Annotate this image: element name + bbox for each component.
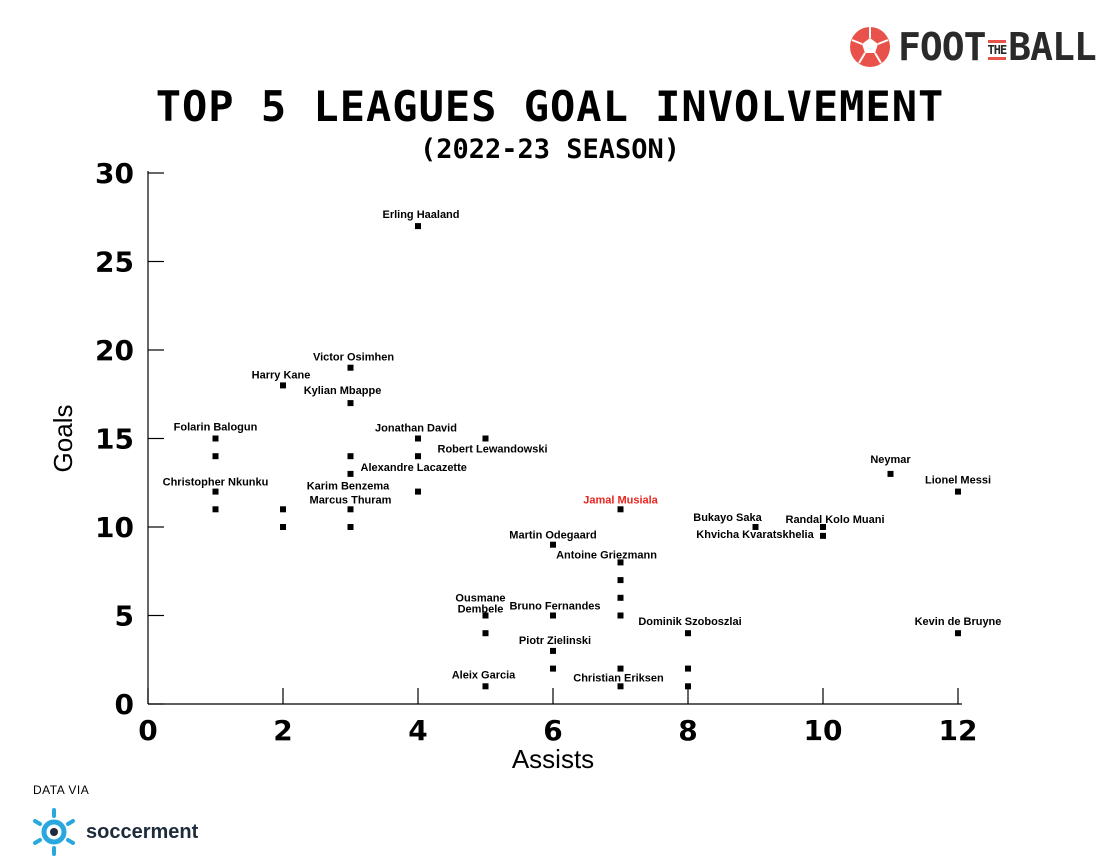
x-tick-label: 2	[273, 714, 292, 747]
brand-name-left: FOOT	[898, 25, 987, 69]
x-tick-label: 4	[408, 714, 427, 747]
point-label: Alexandre Lacazette	[361, 462, 467, 474]
point-label: Khvicha Kvaratskhelia	[696, 529, 814, 541]
point-label: Martin Odegaard	[509, 530, 596, 542]
data-point	[212, 453, 219, 460]
data-point	[887, 470, 894, 477]
data-point	[482, 683, 489, 690]
point-label: Neymar	[870, 454, 911, 466]
data-point	[752, 524, 759, 530]
data-point	[280, 382, 286, 389]
y-tick-label: 0	[115, 688, 134, 721]
data-point	[685, 665, 691, 672]
data-point	[685, 630, 691, 637]
data-point	[617, 559, 624, 566]
point-label: Bruno Fernandes	[509, 601, 600, 613]
point-label: Victor Osimhen	[313, 352, 394, 364]
source-name: soccerment	[86, 820, 199, 843]
x-tick-label: 0	[138, 714, 157, 747]
data-point	[617, 577, 624, 584]
y-tick-label: 10	[95, 511, 134, 544]
data-point	[550, 665, 556, 672]
data-point	[482, 435, 489, 442]
point-label: Marcus Thuram	[310, 494, 392, 506]
data-point	[550, 647, 556, 654]
point-label: Bukayo Saka	[693, 512, 762, 524]
data-point	[550, 541, 556, 548]
data-point	[415, 453, 421, 460]
data-point	[617, 665, 624, 672]
data-point	[617, 612, 624, 619]
point-label: Antoine Griezmann	[556, 549, 657, 561]
data-point	[280, 506, 286, 513]
source-logo: soccerment	[30, 808, 198, 856]
data-point	[280, 524, 286, 530]
data-point	[617, 683, 624, 690]
data-point	[415, 223, 421, 230]
y-axis-title: Goals	[48, 405, 78, 473]
point-label: Christopher Nkunku	[163, 477, 269, 489]
brand-logo: FOOT THEBALL	[848, 24, 1097, 70]
x-tick-label: 12	[939, 714, 978, 747]
brand-name: FOOT THEBALL	[898, 25, 1097, 69]
point-label: Jonathan David	[375, 423, 457, 435]
point-label: Randal Kolo Muani	[786, 514, 885, 526]
y-tick-label: 5	[115, 600, 134, 633]
data-point	[347, 470, 354, 477]
data-point	[820, 532, 826, 539]
soccerment-logo-icon	[33, 808, 75, 856]
data-point	[415, 435, 421, 442]
data-point	[482, 612, 489, 619]
point-label: Robert Lewandowski	[438, 444, 548, 456]
point-label: Aleix Garcia	[452, 669, 516, 681]
point-label: Kylian Mbappe	[304, 385, 382, 397]
brand-name-right: BALL	[1008, 25, 1097, 69]
point-label: Ousmane Dembele	[455, 593, 505, 616]
data-point	[347, 506, 354, 513]
data-point	[347, 364, 354, 371]
data-point	[820, 524, 826, 530]
point-label: Harry Kane	[252, 369, 311, 381]
chart-axes: 0 5 10 15 20 25 30 0 2 4 6 8 10 12 Assists Goals	[48, 157, 977, 774]
point-label: Lionel Messi	[925, 475, 991, 487]
data-point	[617, 594, 624, 601]
data-point	[347, 524, 354, 530]
data-point	[955, 488, 961, 495]
y-tick-label: 20	[95, 334, 134, 367]
data-point	[415, 488, 421, 495]
x-tick-label: 10	[804, 714, 843, 747]
point-label: Jamal Musiala	[583, 494, 658, 506]
data-point	[550, 612, 556, 619]
data-point	[212, 506, 219, 513]
brand-name-mid: THE	[987, 39, 1007, 60]
point-label: Dominik Szoboszlai	[638, 616, 741, 628]
data-point	[617, 506, 624, 513]
y-tick-label: 30	[95, 157, 134, 190]
chart-title: TOP 5 LEAGUES GOAL INVOLVEMENT	[155, 82, 945, 131]
point-label: Kevin de Bruyne	[915, 616, 1002, 628]
y-tick-label: 25	[95, 246, 134, 279]
chart-subtitle: (2022-23 SEASON)	[419, 134, 681, 165]
data-point	[347, 453, 354, 460]
point-label: Folarin Balogun	[174, 422, 258, 434]
data-point	[347, 400, 354, 407]
point-label: Karim Benzema	[307, 481, 390, 493]
data-point	[955, 630, 961, 637]
data-point	[482, 630, 489, 637]
point-label: Piotr Zielinski	[519, 635, 591, 647]
x-axis-title: Assists	[512, 744, 594, 774]
point-label: Erling Haaland	[382, 209, 459, 221]
x-tick-label: 6	[543, 714, 562, 747]
point-label: Christian Eriksen	[573, 672, 664, 684]
source-caption: DATA VIA	[33, 783, 90, 797]
data-point	[212, 435, 219, 442]
data-point	[212, 488, 219, 495]
football-icon	[850, 27, 890, 67]
data-point	[685, 683, 691, 690]
y-tick-label: 15	[95, 423, 134, 456]
x-tick-label: 8	[678, 714, 697, 747]
